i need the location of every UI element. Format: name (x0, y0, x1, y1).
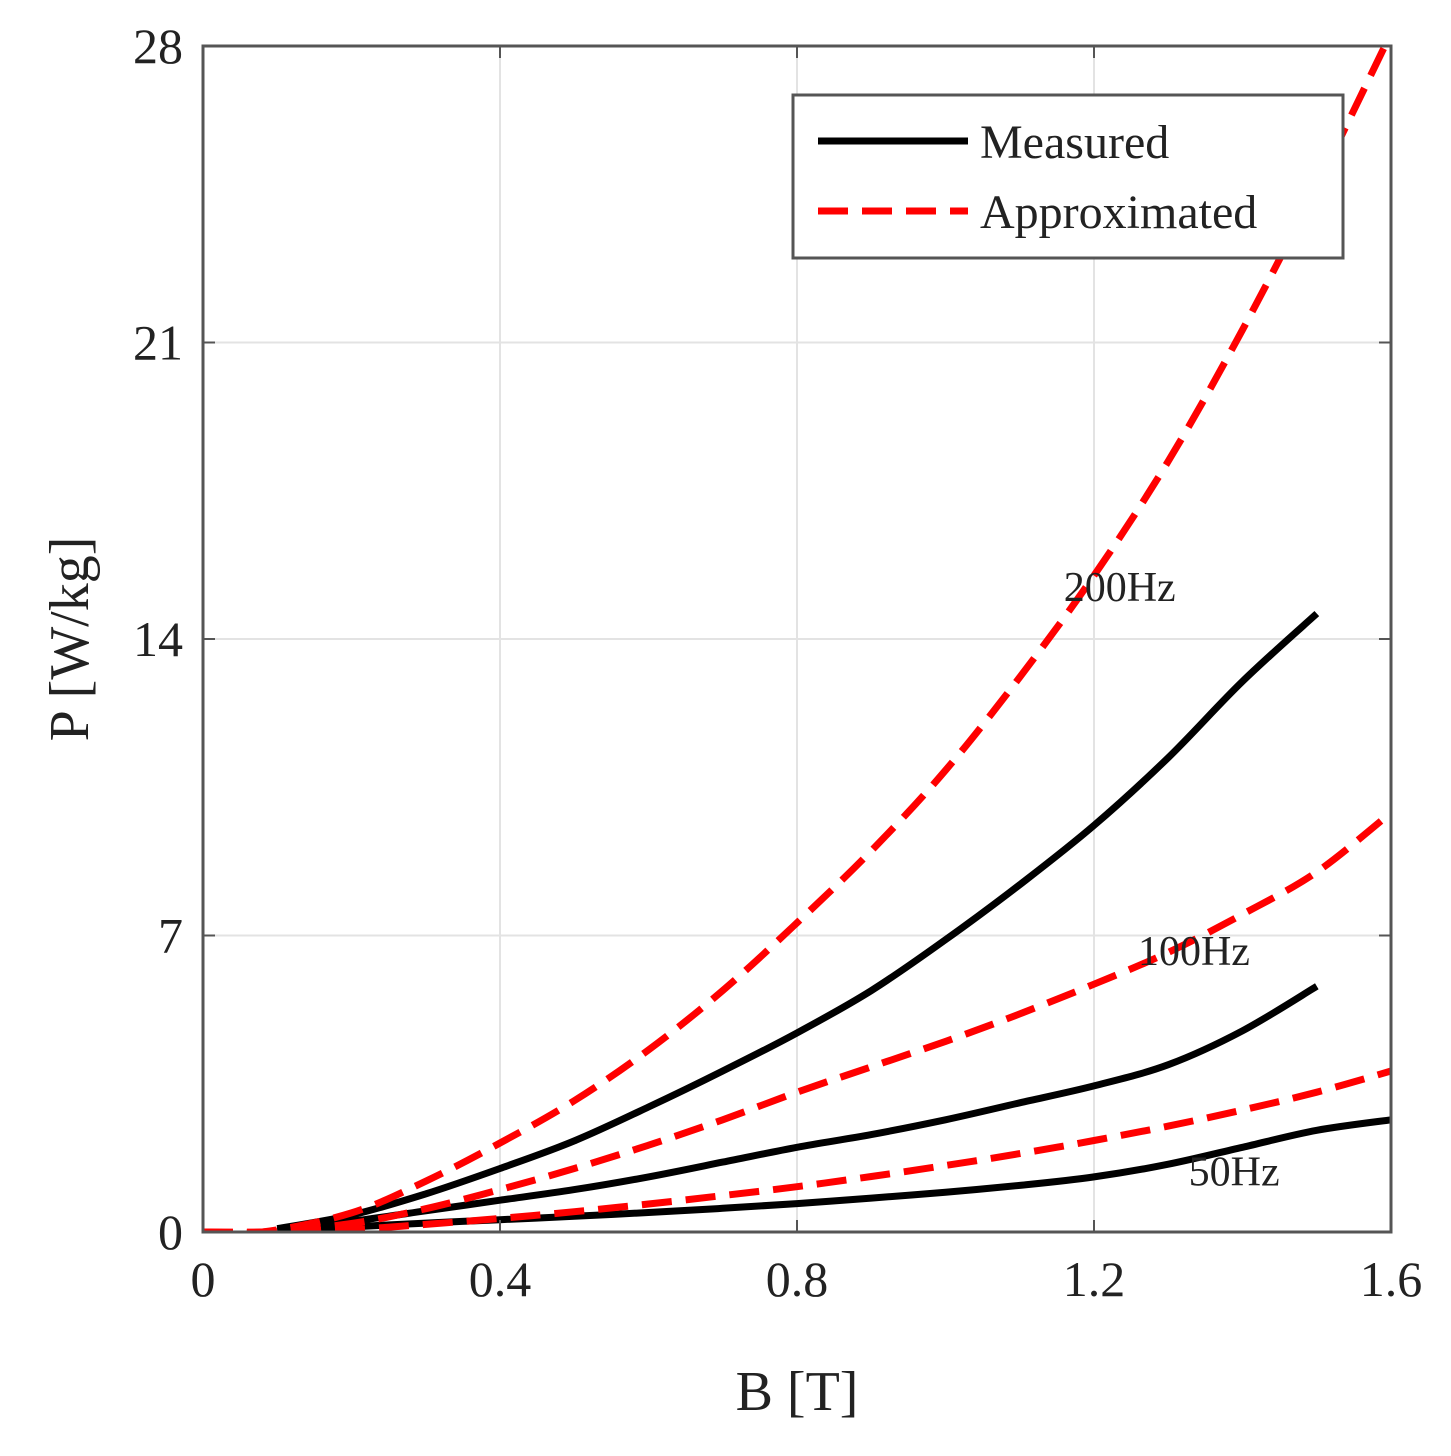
y-tick-label: 14 (133, 611, 183, 667)
series-line-measured-50hz (277, 1116, 1391, 1232)
x-tick-label: 1.6 (1360, 1251, 1423, 1307)
series-line-approximated-50hz (203, 1067, 1391, 1232)
x-tick-label: 0.8 (766, 1251, 829, 1307)
y-tick-label: 7 (158, 908, 183, 964)
legend-approximated-label: Approximated (980, 186, 1257, 239)
axis-ticks: 0 0.4 0.8 1.2 1.6 0 7 14 21 28 (133, 18, 1422, 1307)
y-tick-label: 28 (133, 18, 183, 74)
series-line-measured-200hz (276, 611, 1320, 1232)
annotation-label: 100Hz (1138, 929, 1250, 975)
x-tick-label: 0.4 (469, 1251, 532, 1307)
y-tick-label: 21 (133, 315, 183, 371)
series-layer (203, 46, 1391, 1232)
annotation-label: 200Hz (1064, 565, 1176, 611)
series-line-approximated-100hz (203, 809, 1391, 1232)
legend-box (791, 93, 1345, 260)
x-axis-label: B [T] (736, 1361, 859, 1423)
annotation-label: 50Hz (1189, 1149, 1280, 1195)
annotations: 200Hz 100Hz 50Hz (1064, 565, 1280, 1196)
x-tick-label: 0 (191, 1251, 216, 1307)
legend-measured-label: Measured (980, 116, 1169, 169)
legend: Measured Approximated (791, 93, 1345, 260)
y-axis-label: P [W/kg] (39, 537, 101, 742)
y-tick-label: 0 (158, 1204, 183, 1260)
x-tick-label: 1.2 (1063, 1251, 1126, 1307)
series-line-measured-100hz (276, 983, 1319, 1232)
series-line-approximated-200hz (203, 46, 1389, 1232)
